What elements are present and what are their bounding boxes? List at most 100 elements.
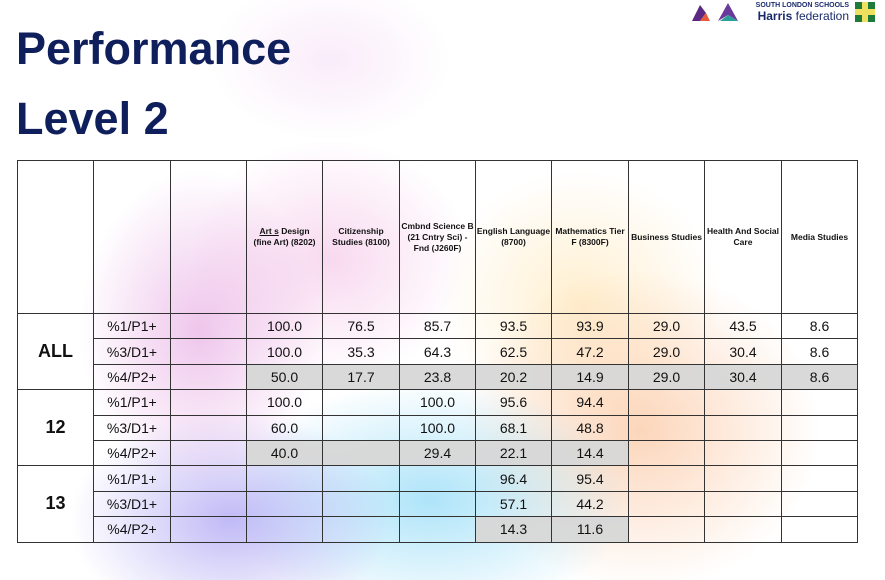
value-cell: 11.6 (551, 516, 629, 543)
value-cell (628, 516, 705, 543)
table-row: %4/P2+ 14.3 11.6 (18, 516, 858, 543)
group-label: 12 (17, 389, 94, 467)
value-cell: 93.5 (475, 312, 552, 340)
empty-cell (170, 312, 247, 340)
value-cell (704, 490, 782, 518)
measure-label: %4/P2+ (93, 439, 171, 467)
value-cell: 30.4 (704, 338, 782, 365)
value-cell: 85.7 (399, 312, 476, 340)
value-cell: 29.4 (399, 439, 476, 467)
value-cell (246, 516, 323, 543)
value-cell (781, 414, 858, 441)
value-cell (781, 389, 858, 416)
measure-label: %3/D1+ (93, 414, 171, 441)
logo-cross-icon (855, 2, 875, 22)
header-row: Art s Design (fine Art) (8202) Citizenship… (17, 160, 858, 314)
group-label: 13 (17, 465, 94, 543)
value-cell (246, 490, 323, 518)
value-cell: 20.2 (475, 363, 552, 391)
empty-cell (170, 439, 247, 467)
column-header: Business Studies (628, 160, 705, 314)
empty-header (17, 160, 94, 314)
empty-cell (170, 516, 247, 543)
value-cell: 68.1 (475, 414, 552, 441)
measure-label: %3/D1+ (93, 338, 171, 365)
table-row: 13 %1/P1+ 96.4 95.4 (17, 465, 858, 543)
empty-header (170, 160, 247, 314)
value-cell: 8.6 (781, 338, 858, 365)
measure-label: %1/P1+ (93, 312, 171, 340)
value-cell (628, 490, 705, 518)
value-cell: 50.0 (246, 363, 323, 391)
value-cell: 14.3 (475, 516, 552, 543)
value-cell (399, 465, 476, 492)
group-label: ALL (17, 312, 94, 391)
column-header: Citizenship Studies (8100) (322, 160, 400, 314)
value-cell: 22.1 (475, 439, 552, 467)
column-header: Health And Social Care (704, 160, 782, 314)
value-cell (322, 465, 400, 492)
value-cell: 17.7 (322, 363, 400, 391)
value-cell (704, 439, 782, 467)
value-cell (704, 414, 782, 441)
value-cell: 100.0 (246, 338, 323, 365)
table-row: ALL %1/P1+ 100.0 76.5 85.7 93.5 93.9 29.0 43.5 8.… (17, 312, 858, 391)
value-cell: 29.0 (628, 312, 705, 340)
value-cell (628, 389, 705, 416)
value-cell: 62.5 (475, 338, 552, 365)
value-cell: 93.9 (551, 312, 629, 340)
value-cell: 29.0 (628, 363, 705, 391)
harris-federation-logo: SOUTH LONDON SCHOOLS Harris federation (690, 1, 875, 23)
value-cell: 35.3 (322, 338, 400, 365)
measure-label: %3/D1+ (93, 490, 171, 518)
measure-label: %4/P2+ (93, 516, 171, 543)
column-header: Media Studies (781, 160, 858, 314)
table-row: %3/D1+ 60.0 100.0 68.1 48.8 (18, 414, 858, 441)
logo-shapes-icon (691, 3, 738, 21)
table-row: %3/D1+ 100.0 35.3 64.3 62.5 47.2 29.0 30.4 8.6 (18, 338, 858, 365)
value-cell: 100.0 (399, 389, 476, 416)
value-cell (322, 414, 400, 441)
value-cell (781, 516, 858, 543)
value-cell: 95.4 (551, 465, 629, 492)
value-cell (704, 389, 782, 416)
title-line-2: Level 2 (16, 93, 169, 144)
value-cell (322, 490, 400, 518)
performance-table: Art s Design (fine Art) (8202) Citizenship… (17, 160, 858, 543)
value-cell: 14.9 (551, 363, 629, 391)
empty-cell (170, 363, 247, 391)
column-header: English Language (8700) (475, 160, 552, 314)
logo-text: SOUTH LONDON SCHOOLS Harris federation (756, 2, 849, 22)
value-cell: 57.1 (475, 490, 552, 518)
value-cell: 48.8 (551, 414, 629, 441)
value-cell (628, 465, 705, 492)
page-title: Performance Level 2 (16, 14, 291, 154)
value-cell (246, 465, 323, 492)
table-row: %4/P2+ 40.0 29.4 22.1 14.4 (18, 439, 858, 467)
value-cell: 44.2 (551, 490, 629, 518)
value-cell: 43.5 (704, 312, 782, 340)
empty-cell (170, 389, 247, 416)
column-header: Cmbnd Science B (21 Cntry Sci) - Fnd (J2… (399, 160, 476, 314)
column-header: Art s Design (fine Art) (8202) (246, 160, 323, 314)
empty-cell (170, 338, 247, 365)
value-cell: 95.6 (475, 389, 552, 416)
value-cell (781, 439, 858, 467)
logo-name: Harris (757, 9, 793, 23)
logo-suffix: federation (795, 9, 849, 23)
empty-header (93, 160, 171, 314)
value-cell: 100.0 (246, 389, 323, 416)
value-cell: 96.4 (475, 465, 552, 492)
empty-cell (170, 490, 247, 518)
empty-cell (170, 414, 247, 441)
value-cell (322, 389, 400, 416)
value-cell: 100.0 (399, 414, 476, 441)
empty-cell (170, 465, 247, 492)
table-row: 12 %1/P1+ 100.0 100.0 95.6 94.4 (17, 389, 858, 467)
title-line-1: Performance (16, 23, 292, 74)
value-cell (704, 516, 782, 543)
value-cell: 40.0 (246, 439, 323, 467)
value-cell: 76.5 (322, 312, 400, 340)
value-cell (322, 439, 400, 467)
column-header: Mathematics Tier F (8300F) (551, 160, 629, 314)
